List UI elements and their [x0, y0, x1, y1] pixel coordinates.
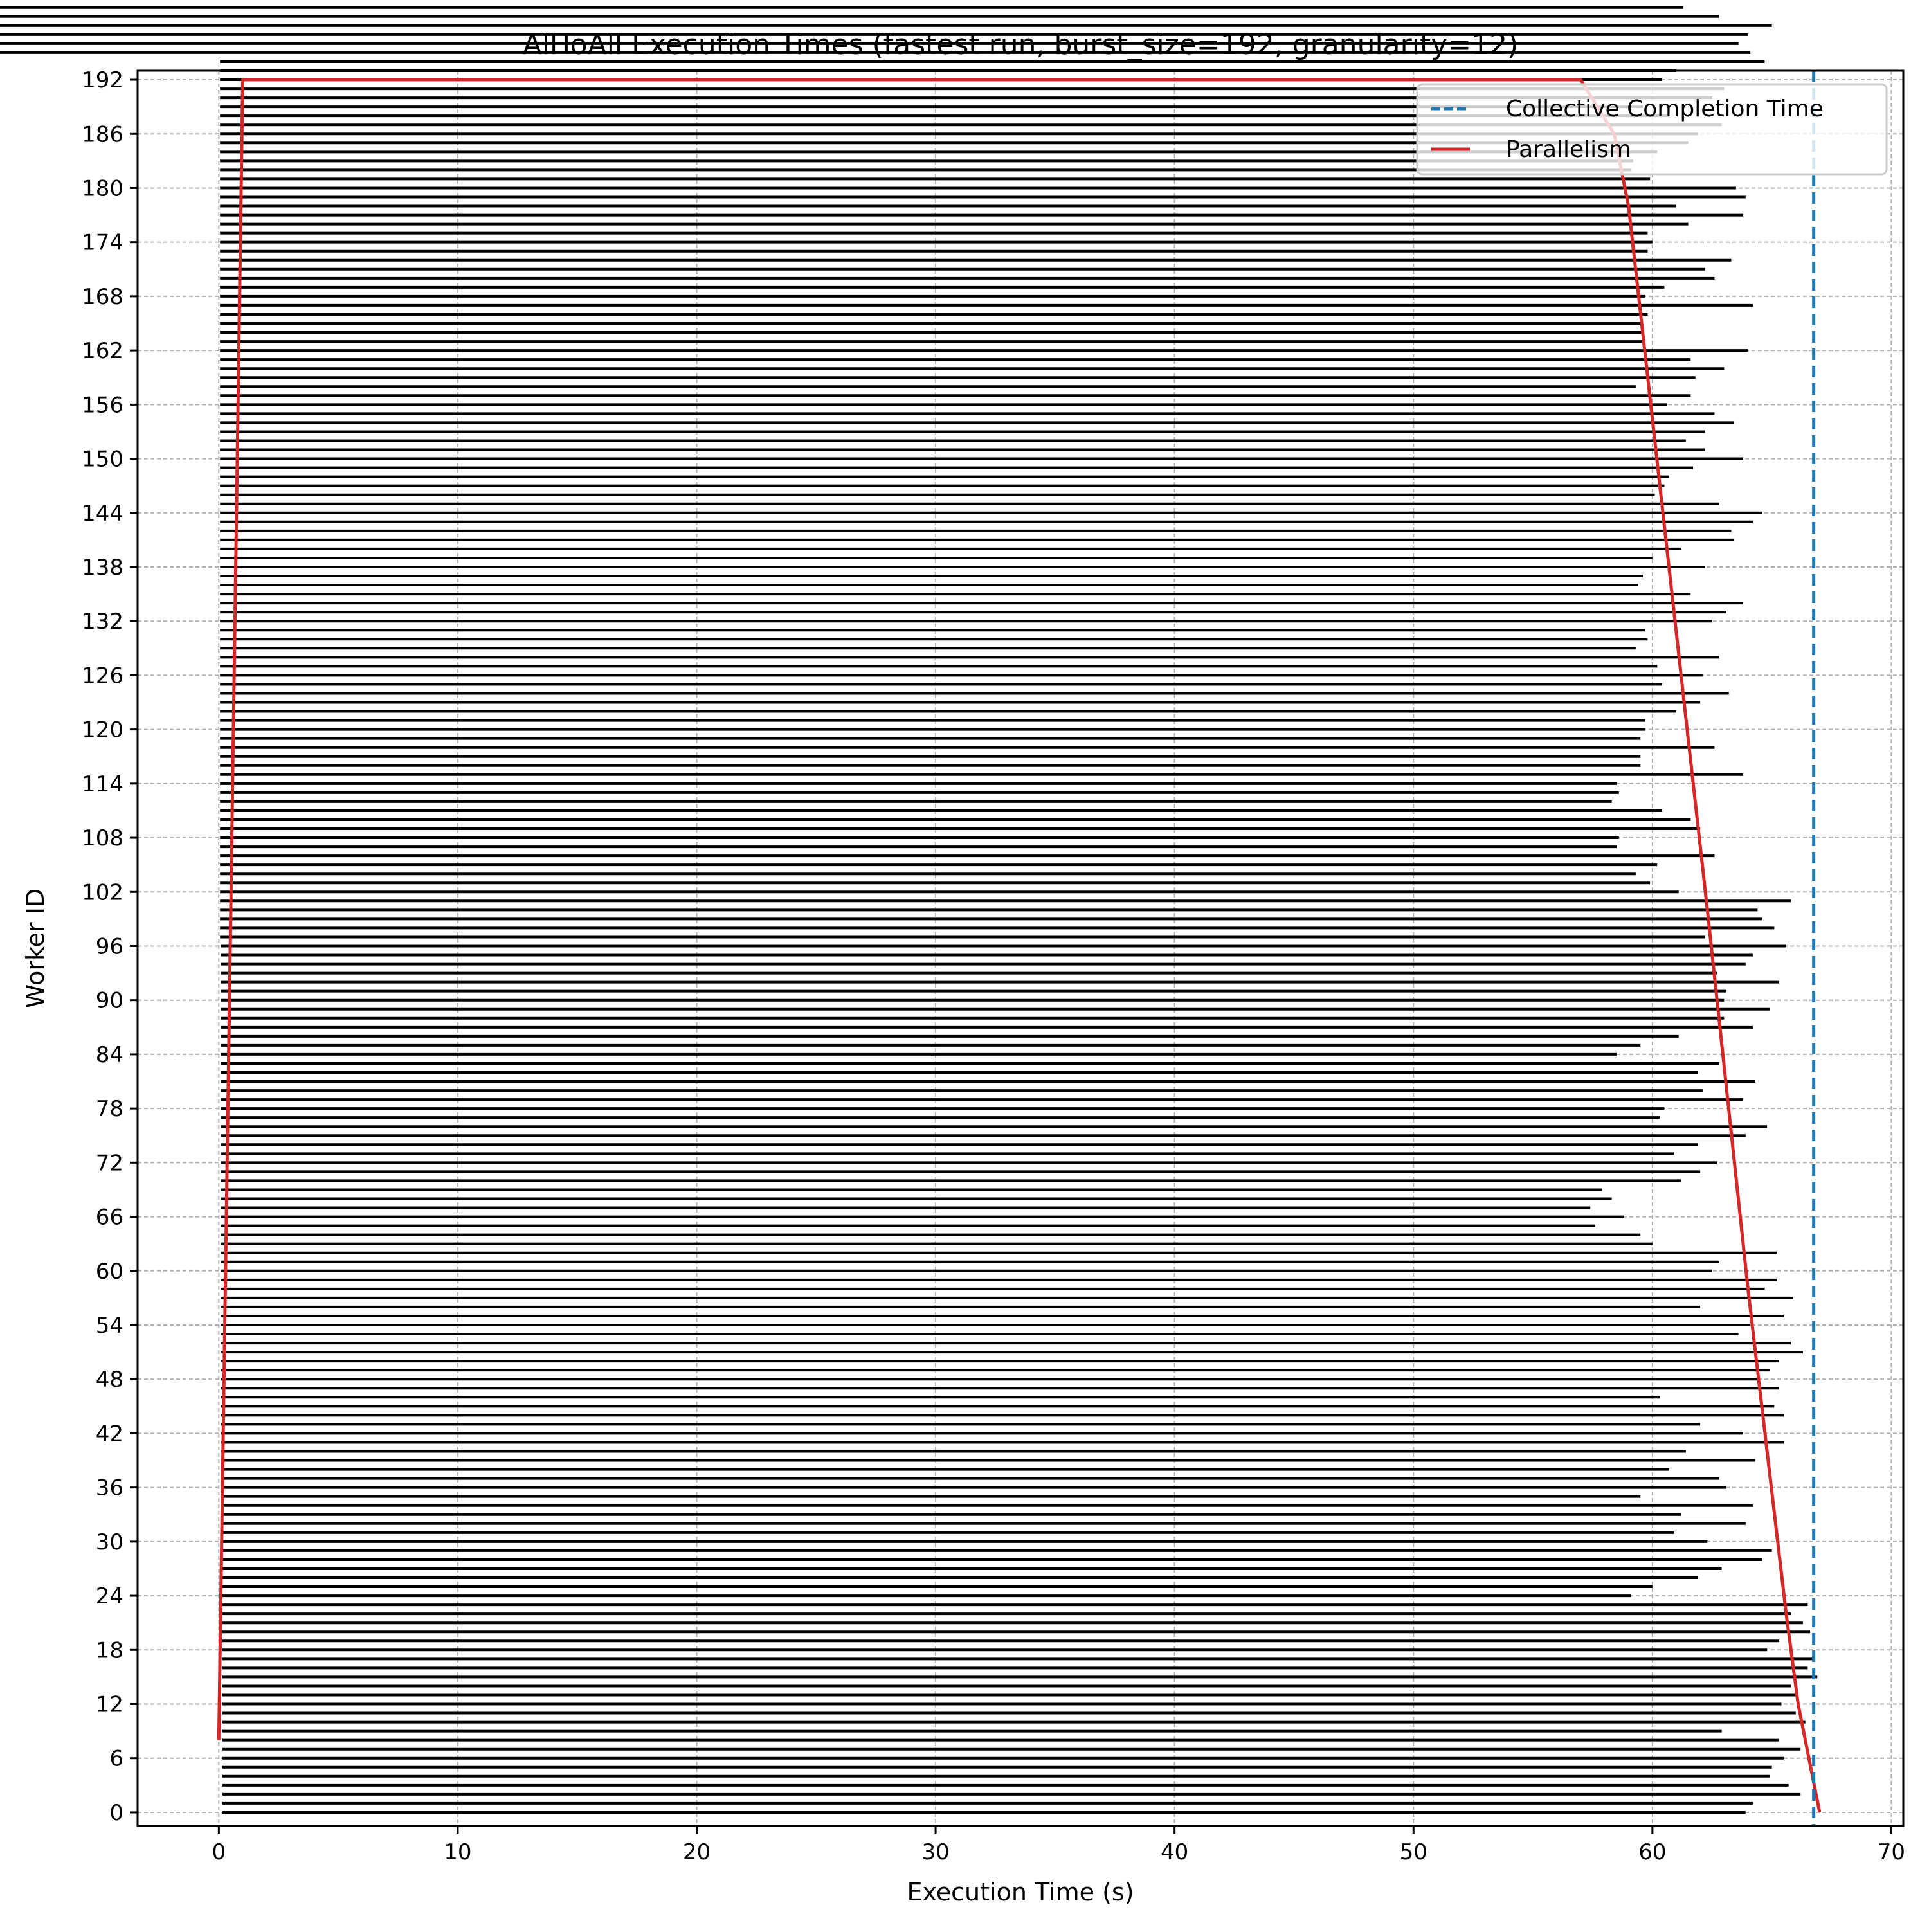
y-tick-label: 60	[96, 1259, 123, 1285]
y-tick-label: 120	[82, 718, 123, 743]
x-tick-label: 60	[1638, 1839, 1666, 1865]
y-tick-label: 12	[96, 1692, 123, 1718]
legend-parallelism-label: Parallelism	[1506, 136, 1631, 163]
y-tick-label: 162	[82, 338, 123, 364]
x-axis-label: Execution Time (s)	[907, 1878, 1134, 1906]
legend-completion-label: Collective Completion Time	[1506, 96, 1824, 122]
legend-box	[1416, 83, 1888, 176]
y-tick-label: 78	[96, 1096, 123, 1122]
x-tick-label: 40	[1161, 1839, 1188, 1865]
y-tick-label: 66	[96, 1205, 123, 1231]
x-tick-label: 70	[1878, 1839, 1905, 1865]
y-tick-label: 126	[82, 663, 123, 689]
y-axis-label: Worker ID	[21, 889, 50, 1008]
y-tick-label: 54	[96, 1313, 123, 1339]
y-tick-label: 108	[82, 826, 123, 851]
y-tick-label: 186	[82, 122, 123, 147]
chart-lines	[217, 71, 1822, 1826]
y-tick-label: 24	[96, 1584, 123, 1609]
chart-title: AllToAll Execution Times (fastest run, b…	[523, 28, 1519, 61]
y-tick-label: 192	[82, 68, 123, 93]
y-tick-label: 114	[82, 772, 123, 797]
plot-frame	[136, 69, 1905, 1827]
legend: Collective Completion Time Parallelism	[1416, 83, 1888, 176]
y-tick-label: 168	[82, 284, 123, 310]
y-tick-label: 0	[109, 1800, 123, 1826]
y-tick-label: 132	[82, 609, 123, 635]
y-tick-label: 96	[96, 934, 123, 959]
parallelism-line	[217, 78, 1822, 1813]
y-tick-label: 42	[96, 1421, 123, 1447]
y-tick-label: 18	[96, 1638, 123, 1663]
y-tick-label: 156	[82, 392, 123, 418]
x-tick-label: 20	[683, 1839, 711, 1865]
x-tick-label: 0	[212, 1839, 226, 1865]
worker-bars	[0, 6, 1818, 1814]
x-tick-label: 50	[1400, 1839, 1427, 1865]
y-tick-label: 84	[96, 1042, 123, 1068]
y-tick-label: 36	[96, 1476, 123, 1501]
y-tick-label: 102	[82, 880, 123, 905]
x-tick-label: 10	[444, 1839, 471, 1865]
x-tick-label: 30	[921, 1839, 949, 1865]
y-tick-label: 72	[96, 1150, 123, 1176]
y-tick-label: 90	[96, 988, 123, 1014]
y-tick-label: 30	[96, 1530, 123, 1555]
y-tick-label: 144	[82, 501, 123, 527]
y-tick-label: 138	[82, 555, 123, 581]
y-tick-label: 48	[96, 1367, 123, 1393]
y-tick-label: 174	[82, 230, 123, 256]
y-tick-label: 6	[109, 1746, 123, 1772]
y-tick-label: 180	[82, 176, 123, 201]
y-tick-label: 150	[82, 447, 123, 473]
axes: 0 10 20 30 40 50 60 70 0 6 12 18 24 30 36 42 48 54 60 66 72 7…	[82, 68, 1905, 1865]
